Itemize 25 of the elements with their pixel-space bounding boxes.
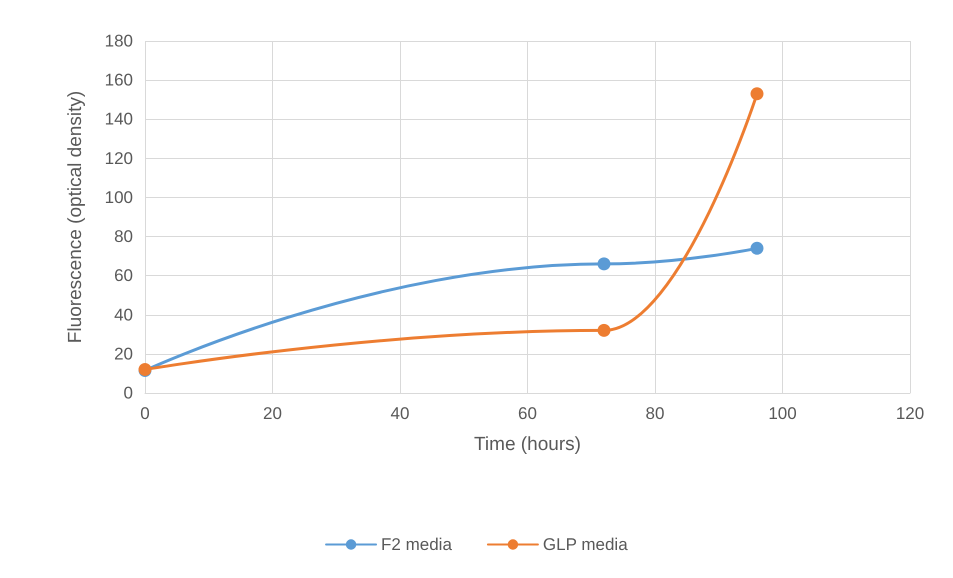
- point: [598, 257, 610, 270]
- y-tick-label: 140: [104, 110, 133, 129]
- x-tick-label: 120: [896, 404, 924, 423]
- y-tick-label: 60: [114, 266, 133, 286]
- x-tick-label: 60: [518, 404, 537, 423]
- y-tick-label: 180: [104, 32, 133, 50]
- y-tick-label: 0: [124, 384, 133, 402]
- x-axis-title: Time (hours): [474, 434, 581, 455]
- point: [750, 242, 764, 255]
- y-tick-label: 80: [114, 227, 133, 246]
- point: [750, 87, 764, 100]
- y-tick-label: 160: [104, 70, 133, 90]
- point: [598, 324, 610, 337]
- y-tick-label: 40: [114, 305, 133, 324]
- y-tick-label: 120: [104, 148, 133, 168]
- y-axis-title: Fluorescence (optical density): [65, 90, 86, 344]
- x-tick-label: 100: [768, 404, 797, 423]
- legend-label: F2 media: [381, 535, 452, 554]
- x-tick-label: 20: [263, 404, 282, 423]
- y-tick-label: 100: [104, 188, 133, 207]
- x-tick-label: 0: [140, 404, 150, 423]
- legend-label: GLP media: [542, 535, 628, 554]
- x-tick-label: 40: [390, 404, 410, 423]
- x-tick-label: 80: [646, 404, 664, 423]
- y-tick-label: 20: [114, 344, 133, 364]
